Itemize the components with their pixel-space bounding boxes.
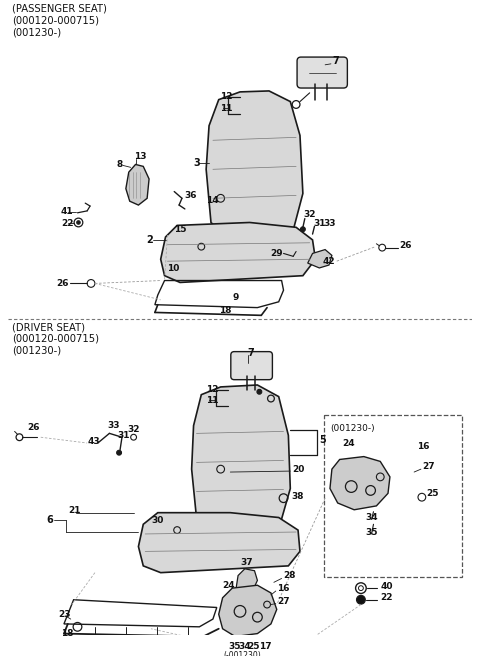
Text: 18: 18 <box>61 629 73 638</box>
Text: 7: 7 <box>333 56 340 66</box>
Text: 8: 8 <box>116 160 122 169</box>
Text: 35: 35 <box>228 642 241 651</box>
Text: 23: 23 <box>58 609 71 619</box>
Text: 11: 11 <box>220 104 232 113</box>
Text: 21: 21 <box>68 506 80 515</box>
Text: 42: 42 <box>322 256 335 266</box>
Polygon shape <box>138 513 300 573</box>
Text: 25: 25 <box>427 489 439 498</box>
Text: 15: 15 <box>174 225 187 234</box>
Text: 40: 40 <box>380 582 393 590</box>
Text: 14: 14 <box>206 195 219 205</box>
Text: 10: 10 <box>168 264 180 274</box>
Polygon shape <box>330 457 390 510</box>
Text: (PASSENGER SEAT)
(000120-000715)
(001230-): (PASSENGER SEAT) (000120-000715) (001230… <box>12 4 107 37</box>
Text: 37: 37 <box>240 558 252 567</box>
Text: 18: 18 <box>219 306 231 315</box>
Polygon shape <box>236 569 257 595</box>
Text: 17: 17 <box>259 642 272 651</box>
Circle shape <box>257 390 262 394</box>
FancyBboxPatch shape <box>297 57 348 88</box>
Text: 36: 36 <box>185 191 197 200</box>
Polygon shape <box>219 585 277 636</box>
Text: 32: 32 <box>128 425 140 434</box>
Text: (001230-): (001230-) <box>330 424 374 433</box>
Text: 33: 33 <box>323 219 336 228</box>
Text: 31: 31 <box>117 431 130 440</box>
Text: 27: 27 <box>277 597 289 606</box>
Text: 27: 27 <box>422 462 434 471</box>
Text: 30: 30 <box>151 516 163 525</box>
Text: 16: 16 <box>417 442 430 451</box>
Text: 24: 24 <box>223 581 235 590</box>
Text: 6: 6 <box>47 516 53 525</box>
Text: 33: 33 <box>108 421 120 430</box>
Text: 28: 28 <box>284 571 296 580</box>
Text: 5: 5 <box>319 435 326 445</box>
Text: 26: 26 <box>400 241 412 250</box>
Text: 34: 34 <box>238 642 251 651</box>
Text: 26: 26 <box>56 279 69 288</box>
Text: 12: 12 <box>220 92 232 101</box>
Text: 22: 22 <box>61 219 73 228</box>
Text: 2: 2 <box>146 235 153 245</box>
Text: 32: 32 <box>303 210 315 219</box>
FancyBboxPatch shape <box>231 352 273 380</box>
Circle shape <box>117 450 121 455</box>
Text: 24: 24 <box>343 438 355 447</box>
Circle shape <box>300 227 305 232</box>
Text: (DRIVER SEAT)
(000120-000715)
(001230-): (DRIVER SEAT) (000120-000715) (001230-) <box>12 322 99 356</box>
Text: 43: 43 <box>87 437 100 445</box>
Text: 20: 20 <box>292 464 305 474</box>
Text: 35: 35 <box>366 527 378 537</box>
Text: 11: 11 <box>206 396 219 405</box>
Text: 29: 29 <box>270 249 283 258</box>
Text: 34: 34 <box>366 513 378 522</box>
Text: 31: 31 <box>313 219 326 228</box>
Circle shape <box>77 220 80 224</box>
Text: 41: 41 <box>61 207 73 216</box>
Text: 13: 13 <box>133 152 146 161</box>
Text: 12: 12 <box>206 385 219 394</box>
Circle shape <box>357 596 365 604</box>
Text: (-001230): (-001230) <box>223 651 261 656</box>
Text: 9: 9 <box>232 293 239 302</box>
Polygon shape <box>161 222 315 283</box>
Text: 16: 16 <box>277 584 289 592</box>
Polygon shape <box>308 249 332 268</box>
Text: 7: 7 <box>248 348 254 358</box>
Polygon shape <box>206 91 303 240</box>
Text: 26: 26 <box>27 423 40 432</box>
Text: 25: 25 <box>248 642 260 651</box>
Text: 3: 3 <box>193 157 200 167</box>
Polygon shape <box>126 165 149 205</box>
Text: 22: 22 <box>380 593 393 602</box>
Polygon shape <box>192 385 290 530</box>
Text: 38: 38 <box>291 492 304 501</box>
